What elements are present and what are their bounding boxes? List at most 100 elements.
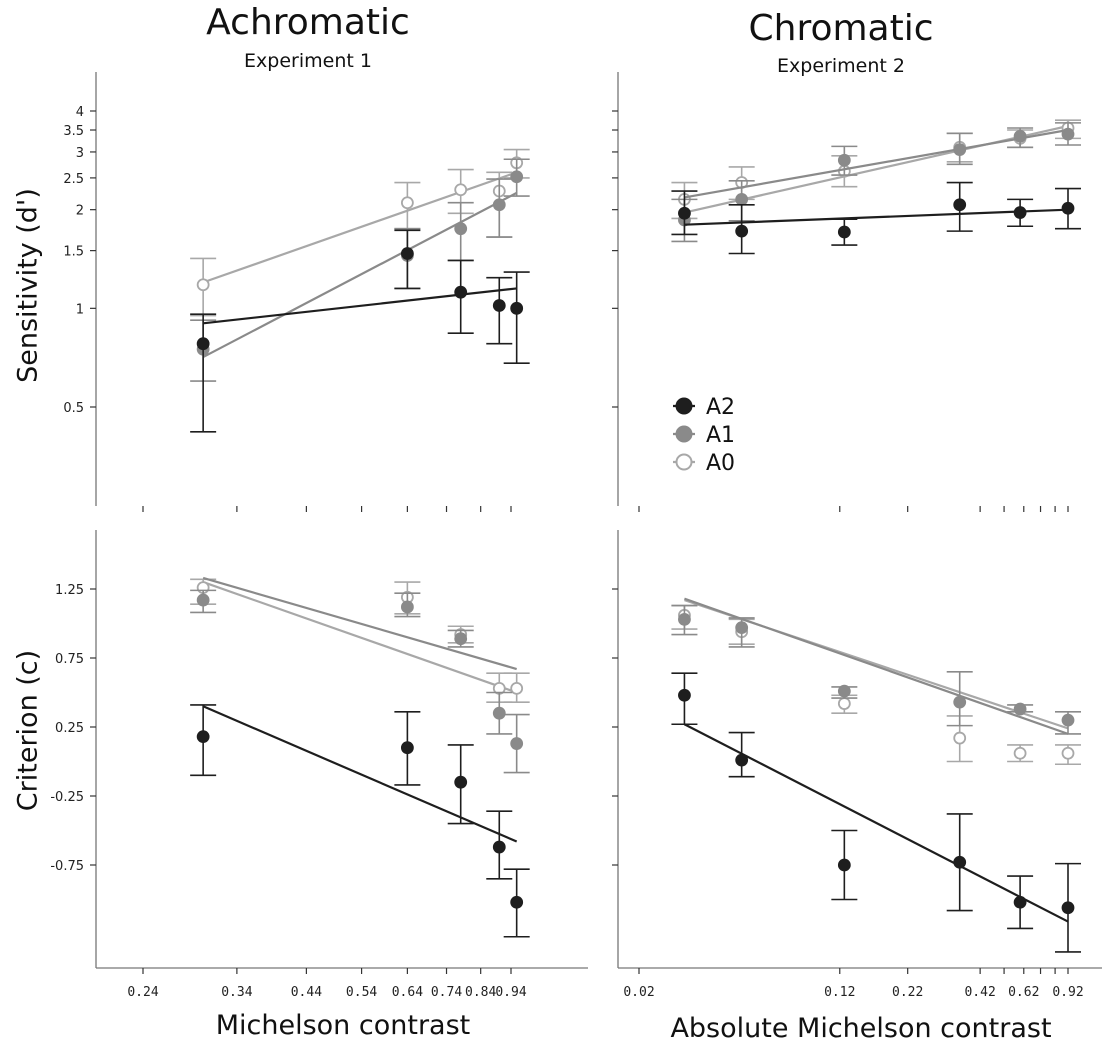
data-point-a1 xyxy=(400,600,414,614)
column-subtitle-experiment-2: Experiment 2 xyxy=(777,55,905,77)
legend-marker-a1 xyxy=(675,425,693,443)
x-tick-label: 0.74 xyxy=(431,985,462,1000)
data-point-a1 xyxy=(492,706,506,720)
x-tick-label: 0.54 xyxy=(346,985,377,1000)
panel-criterion-chromatic: 0.02 0.12 0.22 0.42 0.62 0.92 xyxy=(612,530,1102,1000)
x-tick-label: 0.22 xyxy=(892,985,923,1000)
data-point-a1 xyxy=(837,153,851,167)
y-tick-label: 0.75 xyxy=(55,652,84,667)
data-point-a2 xyxy=(1013,895,1027,909)
data-point-a1 xyxy=(953,143,967,156)
data-point-a2 xyxy=(1061,901,1075,915)
x-tick-label: 0.42 xyxy=(964,985,995,1000)
data-point-a1 xyxy=(1013,129,1027,143)
legend: A2 A1 A0 xyxy=(673,395,735,476)
y-tick-label: 3 xyxy=(76,146,84,161)
fit-line-a2 xyxy=(203,287,517,325)
fit-line-a1 xyxy=(684,597,1069,735)
x-axis-label-michelson-contrast: Michelson contrast xyxy=(215,1010,471,1041)
data-point-a1 xyxy=(735,621,749,635)
fit-line-a1 xyxy=(684,128,1069,199)
data-point-a0 xyxy=(400,196,414,210)
data-point-a2 xyxy=(400,741,414,755)
fit-line-a1 xyxy=(202,191,518,359)
x-tick-label: 0.44 xyxy=(291,985,322,1000)
x-tick-label: 0.94 xyxy=(495,985,526,1000)
x-tick-label: 0.64 xyxy=(392,985,423,1000)
column-title-chromatic: Chromatic xyxy=(748,8,934,49)
data-point-a1 xyxy=(1013,702,1027,716)
data-point-a1 xyxy=(196,593,210,607)
fit-line-a0 xyxy=(202,171,518,284)
x-tick-label: 0.02 xyxy=(623,985,654,1000)
data-point-a0 xyxy=(1013,746,1027,760)
data-point-a2 xyxy=(837,858,851,872)
y-tick-label: -0.25 xyxy=(50,790,84,805)
legend-label-a2: A2 xyxy=(706,395,735,420)
x-tick-label: 0.62 xyxy=(1008,985,1039,1000)
column-title-achromatic: Achromatic xyxy=(206,2,410,43)
y-tick-label: -0.75 xyxy=(50,859,84,874)
data-point-a1 xyxy=(735,192,749,206)
column-subtitle-experiment-1: Experiment 1 xyxy=(244,50,372,72)
data-point-a2 xyxy=(400,247,414,260)
data-point-a2 xyxy=(196,337,210,351)
data-point-a2 xyxy=(492,840,506,854)
y-tick-label: 1 xyxy=(76,302,84,317)
data-point-a1 xyxy=(953,695,967,709)
panel-sensitivity-chromatic xyxy=(612,72,1081,512)
x-tick-label: 0.24 xyxy=(127,985,158,1000)
data-point-a2 xyxy=(953,198,967,212)
data-point-a1 xyxy=(454,222,468,236)
data-point-a2 xyxy=(196,730,210,744)
data-point-a1 xyxy=(1061,713,1075,727)
panel-sensitivity-achromatic: 0.5 1 1.5 2 2.5 3 3.5 4 xyxy=(63,72,530,512)
y-tick-label: 3.5 xyxy=(63,124,84,139)
data-point-a2 xyxy=(1061,201,1075,215)
x-axis-label-absolute-michelson-contrast: Absolute Michelson contrast xyxy=(670,1013,1052,1044)
data-point-a2 xyxy=(492,299,506,312)
data-point-a2 xyxy=(678,206,691,220)
data-point-a1 xyxy=(510,737,524,750)
data-point-a1 xyxy=(492,198,506,212)
data-point-a1 xyxy=(837,684,851,698)
data-point-a0 xyxy=(510,681,524,695)
data-point-a1 xyxy=(510,170,524,184)
fit-line-a2 xyxy=(684,208,1069,226)
data-point-a0 xyxy=(953,731,967,745)
y-tick-label: 1.5 xyxy=(63,245,84,260)
fit-line-a0 xyxy=(202,581,518,694)
data-point-a0 xyxy=(1061,746,1075,760)
fit-line-a2 xyxy=(202,705,518,843)
data-point-a2 xyxy=(953,855,967,869)
data-point-a0 xyxy=(196,278,210,292)
data-point-a2 xyxy=(454,285,468,299)
legend-label-a0: A0 xyxy=(706,451,735,476)
legend-label-a1: A1 xyxy=(706,423,735,448)
data-point-a1 xyxy=(454,632,468,646)
y-tick-label: 2 xyxy=(76,204,84,219)
y-tick-label: 4 xyxy=(76,105,84,120)
fit-line-a1 xyxy=(202,576,517,671)
data-point-a1 xyxy=(678,612,691,626)
y-tick-label: 2.5 xyxy=(63,172,84,187)
fit-line-a2 xyxy=(683,723,1069,923)
x-tick-label: 0.34 xyxy=(221,985,252,1000)
data-point-a0 xyxy=(837,697,851,710)
data-point-a2 xyxy=(510,895,524,909)
panel-criterion-achromatic: -0.75 -0.25 0.25 0.75 1.25 0.24 0.34 0.44 0.54 0.… xyxy=(50,530,588,1000)
y-tick-label: 0.5 xyxy=(63,401,84,416)
legend-marker-a0 xyxy=(675,453,693,471)
data-point-a2 xyxy=(735,224,749,238)
data-point-a1 xyxy=(1061,127,1075,141)
data-point-a2 xyxy=(837,225,851,239)
data-point-a2 xyxy=(678,688,691,702)
legend-marker-a2 xyxy=(675,397,693,415)
x-tick-label: 0.92 xyxy=(1052,985,1083,1000)
data-point-a2 xyxy=(510,301,524,315)
x-tick-label: 0.12 xyxy=(824,985,855,1000)
data-point-a0 xyxy=(454,183,468,197)
y-tick-label: 0.25 xyxy=(55,721,84,736)
y-tick-label: 1.25 xyxy=(55,583,84,598)
